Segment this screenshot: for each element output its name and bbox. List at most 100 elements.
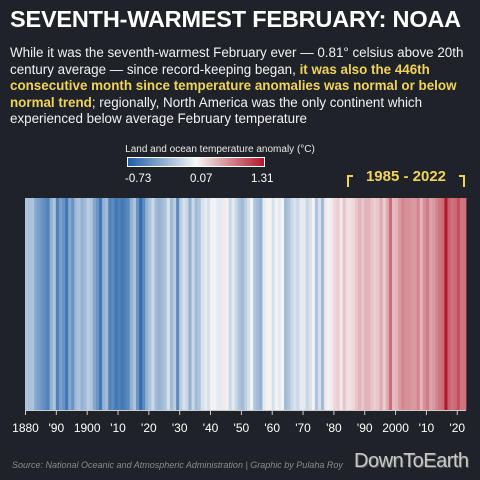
stripe-1944 [222,198,226,410]
subtitle-highlight: it was also the 446th consecutive month … [10,61,457,110]
stripe-1907 [108,198,112,410]
stripe-2015 [441,198,445,410]
stripe-2020 [456,198,461,410]
stripe-1888 [49,198,54,410]
stripe-1935 [194,198,199,410]
stripe-2005 [410,198,414,410]
legend-mid-label: 0.07 [190,173,213,185]
x-tick-label-1950: '50 [234,421,250,435]
stripe-1930 [179,198,183,410]
subtitle-text-end: ; regionally, North America was the only… [10,94,423,127]
stripe-2003 [404,198,408,410]
stripe-1954 [253,198,257,410]
stripe-1926 [166,198,171,410]
stripe-1889 [52,198,57,410]
stripe-1884 [37,198,41,410]
stripe-1958 [265,198,270,410]
stripe-1929 [176,198,180,410]
stripe-2001 [398,198,402,410]
stripe-1938 [203,198,208,410]
stripe-1979 [330,198,334,410]
stripe-1940 [210,198,214,410]
stripe-1912 [123,198,128,410]
page-title: SEVENTH-WARMEST FEBRUARY: NOAA [10,6,461,32]
stripe-2011 [428,198,433,410]
stripe-1977 [324,198,328,410]
stripe-1945 [225,198,229,410]
stripe-1995 [379,198,384,410]
stripe-1919 [145,198,149,410]
stripe-1960 [271,198,276,410]
stripe-1972 [308,198,313,410]
source-credit: Source: National Oceanic and Atmospheric… [12,460,343,470]
stripe-1949 [237,198,242,410]
stripe-1921 [151,198,155,410]
stripe-2019 [453,198,458,410]
stripe-1903 [95,198,100,410]
stripe-1950 [240,198,245,410]
stripe-1882 [31,198,35,410]
stripe-1967 [293,198,297,410]
stripe-1987 [354,198,359,410]
stripe-1883 [34,198,38,410]
stripe-1915 [132,198,137,410]
stripe-1952 [247,198,251,410]
stripe-1925 [163,198,168,410]
stripe-1911 [120,198,125,410]
legend-color-scale [127,157,265,167]
stripe-2013 [435,198,439,410]
stripe-1983 [342,198,347,410]
x-tick-label-2020: '20 [449,421,465,435]
stripe-1917 [139,198,143,410]
stripe-1906 [105,198,109,410]
stripe-1932 [185,198,189,410]
stripe-1913 [126,198,131,410]
stripe-1980 [333,198,337,410]
stripe-1961 [274,198,279,410]
stripe-1909 [114,198,118,410]
stripe-1976 [321,198,325,410]
stripe-1998 [388,198,393,410]
stripe-2009 [422,198,427,410]
x-tick-label-1980: '80 [326,421,342,435]
stripe-1895 [71,198,75,410]
stripe-1974 [314,198,319,410]
stripe-1982 [339,198,344,410]
stripe-1948 [234,198,239,410]
stripe-1975 [317,198,322,410]
stripe-1955 [256,198,260,410]
stripe-1924 [160,198,165,410]
stripe-1973 [311,198,316,410]
stripe-2021 [459,198,464,410]
stripe-1996 [382,198,387,410]
stripe-1908 [111,198,115,410]
stripe-2008 [419,198,424,410]
x-tick-label-1960: '60 [264,421,280,435]
stripe-1946 [228,198,233,410]
stripe-1963 [280,198,285,410]
stripe-1881 [28,198,32,410]
stripe-1892 [62,198,66,410]
legend-title: Land and ocean temperature anomaly (°C) [125,144,315,155]
stripe-1887 [46,198,51,410]
stripe-1916 [136,198,140,410]
stripe-2017 [447,198,451,410]
stripe-1951 [243,198,248,410]
stripe-1896 [74,198,78,410]
stripe-1965 [287,198,291,410]
stripe-1985 [348,198,353,410]
stripe-2022 [462,198,467,410]
stripe-1933 [188,198,192,410]
stripe-2012 [432,198,436,410]
stripe-1939 [206,198,211,410]
stripe-1886 [43,198,47,410]
stripe-1890 [55,198,60,410]
stripe-1931 [182,198,186,410]
stripe-1990 [364,198,368,410]
stripe-1905 [102,198,106,410]
x-tick-label-1990: '90 [357,421,373,435]
stripe-1918 [142,198,146,410]
stripe-1984 [345,198,350,410]
stripe-1959 [268,198,273,410]
stripe-1989 [361,198,365,410]
